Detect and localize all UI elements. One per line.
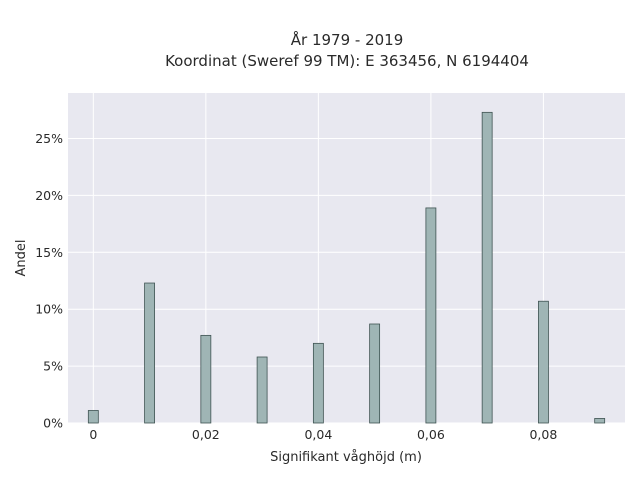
x-tick-label: 0,04 xyxy=(304,427,332,442)
bar xyxy=(594,418,606,424)
bar xyxy=(144,282,155,424)
bar xyxy=(481,111,493,424)
x-tick-label: 0,02 xyxy=(192,427,220,442)
plot-area xyxy=(68,93,625,423)
chart-title-line-1: År 1979 - 2019 xyxy=(291,30,404,49)
x-tick-labels: 0 0,02 0,04 0,06 0,08 xyxy=(89,427,557,442)
bar xyxy=(538,300,549,424)
grid-lines xyxy=(68,93,625,424)
y-tick-label: 0% xyxy=(43,416,63,431)
x-tick-label: 0,08 xyxy=(529,427,557,442)
bar xyxy=(425,207,437,424)
y-tick-label: 10% xyxy=(35,302,63,317)
bar xyxy=(200,334,212,424)
bar xyxy=(256,356,268,424)
bar xyxy=(369,323,381,424)
y-tick-label: 15% xyxy=(35,245,63,260)
bar xyxy=(87,410,99,424)
y-tick-label: 5% xyxy=(43,359,63,374)
y-tick-label: 20% xyxy=(35,188,63,203)
x-tick-label: 0,06 xyxy=(417,427,445,442)
bar xyxy=(312,342,324,424)
y-axis-title: Andel xyxy=(14,240,29,277)
x-axis-title: Signifikant våghöjd (m) xyxy=(270,450,422,465)
x-tick-label: 0 xyxy=(89,427,97,442)
bars xyxy=(87,111,606,424)
chart-title-line-2: Koordinat (Sweref 99 TM): E 363456, N 61… xyxy=(165,52,529,70)
y-tick-labels: 0% 5% 10% 15% 20% 25% xyxy=(35,131,63,430)
y-tick-label: 25% xyxy=(35,131,63,146)
